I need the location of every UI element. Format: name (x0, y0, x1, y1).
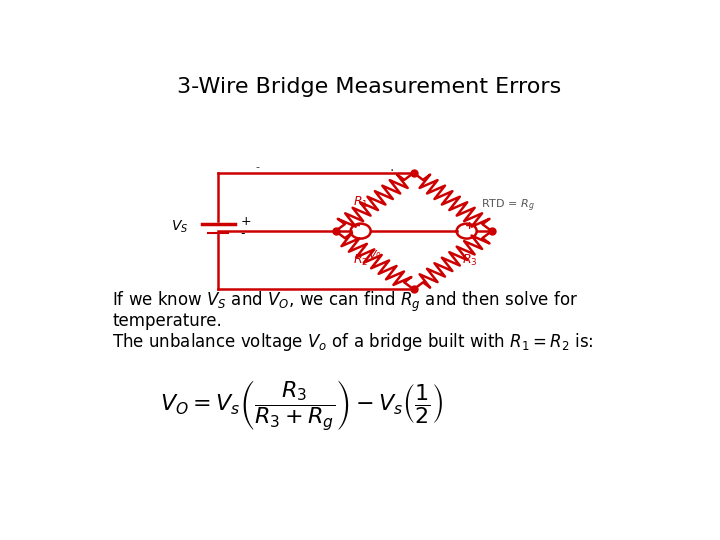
Text: $V_S$: $V_S$ (171, 219, 188, 235)
Text: The unbalance voltage $V_o$ of a bridge built with $R_1 = R_2$ is:: The unbalance voltage $V_o$ of a bridge … (112, 331, 594, 353)
Text: -: - (356, 221, 360, 231)
Text: $R_3$: $R_3$ (462, 253, 477, 268)
Text: +: + (240, 215, 251, 228)
Text: -: - (240, 227, 245, 240)
Text: +: + (465, 221, 474, 231)
Text: temperature.: temperature. (112, 312, 222, 330)
Text: If we know $V_S$ and $V_O$, we can find $R_g$ and then solve for: If we know $V_S$ and $V_O$, we can find … (112, 289, 579, 314)
Text: $V_O= V_s\left(\dfrac{R_3}{R_3+R_g}\right) - V_s\left(\dfrac{1}{2}\right)$: $V_O= V_s\left(\dfrac{R_3}{R_3+R_g}\righ… (161, 379, 444, 433)
Text: RTD = $R_g$: RTD = $R_g$ (481, 198, 534, 214)
Text: .: . (389, 160, 394, 174)
Text: $R_1$: $R_1$ (353, 194, 369, 210)
Text: -: - (256, 161, 259, 172)
Text: $R_2$: $R_2$ (353, 253, 368, 268)
Text: 3-Wire Bridge Measurement Errors: 3-Wire Bridge Measurement Errors (177, 77, 561, 97)
Text: $V_0$: $V_0$ (368, 248, 382, 261)
